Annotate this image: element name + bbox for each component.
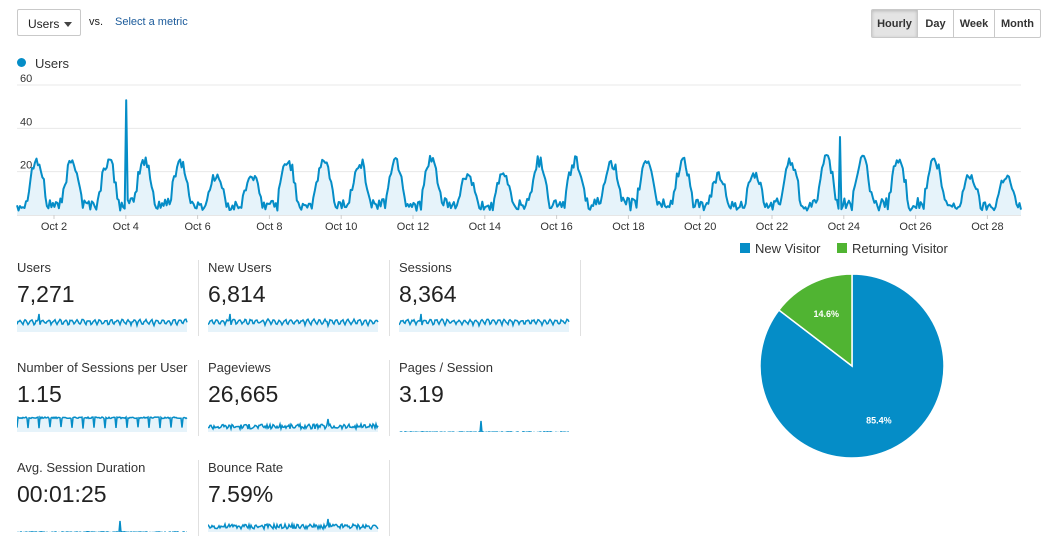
metric-title: Avg. Session Duration	[17, 460, 146, 475]
metric-title: Bounce Rate	[208, 460, 284, 475]
y-tick-label: 20	[20, 160, 32, 172]
card-divider	[389, 460, 390, 536]
x-tick-label: Oct 20	[684, 221, 716, 233]
metric-sparkline	[17, 415, 188, 432]
sparkline-area	[399, 421, 569, 432]
avg-session-duration-metric-card[interactable]: Avg. Session Duration 00:01:25	[17, 460, 189, 536]
metric-value: 26,665	[208, 381, 279, 407]
metric-sparkline	[17, 520, 188, 532]
pageviews-metric-card[interactable]: Pageviews 26,665	[208, 360, 380, 436]
card-divider	[198, 360, 199, 436]
number-of-sessions-per-user-metric-card[interactable]: Number of Sessions per User 1.15	[17, 360, 189, 436]
new-users-metric-card[interactable]: New Users 6,814	[208, 260, 380, 336]
metric-title: Number of Sessions per User	[17, 360, 188, 375]
metric-sparkline	[399, 313, 570, 332]
hourly-button[interactable]: Hourly	[871, 9, 918, 38]
metric-select[interactable]: Users	[17, 9, 81, 36]
sparkline-line	[208, 313, 379, 329]
metric-value: 1.15	[17, 381, 62, 407]
sparkline-line	[208, 518, 379, 532]
visitor-pie-chart: 85.4% 14.6%	[759, 273, 945, 459]
card-divider	[580, 260, 581, 336]
x-tick-label: Oct 28	[971, 221, 1003, 233]
vs-label: vs.	[89, 16, 104, 28]
bounce-rate-metric-card[interactable]: Bounce Rate 7.59%	[208, 460, 380, 536]
card-divider	[389, 360, 390, 436]
metric-title: Pages / Session	[399, 360, 493, 375]
sparkline-area	[17, 417, 187, 432]
new-visitor-legend-swatch	[740, 243, 750, 253]
x-tick-label: Oct 22	[756, 221, 788, 233]
metric-title: Pageviews	[208, 360, 271, 375]
returning-visitor-legend-label: Returning Visitor	[852, 241, 948, 256]
sparkline-line	[17, 520, 188, 532]
metric-sparkline	[208, 313, 379, 332]
sparkline-line	[208, 418, 379, 432]
sparkline-line	[17, 313, 188, 329]
y-tick-label: 60	[20, 73, 32, 85]
metric-sparkline	[208, 418, 379, 432]
users-legend-label: Users	[35, 56, 69, 71]
metric-title: Users	[17, 260, 51, 275]
users-area-fill	[17, 100, 1021, 215]
sparkline-line	[399, 313, 570, 329]
metric-select-value: Users	[28, 17, 60, 31]
x-tick-label: Oct 16	[540, 221, 572, 233]
returning-visitor-legend-swatch	[837, 243, 847, 253]
day-button[interactable]: Day	[917, 9, 954, 38]
metric-title: Sessions	[399, 260, 452, 275]
x-tick-label: Oct 8	[256, 221, 282, 233]
sessions-metric-card[interactable]: Sessions 8,364	[399, 260, 571, 336]
metric-sparkline	[399, 420, 569, 432]
new-visitor-pie-label: 85.4%	[866, 415, 892, 425]
x-tick-label: Oct 14	[469, 221, 501, 233]
metric-value: 6,814	[208, 281, 266, 307]
returning-visitor-pie-label: 14.6%	[814, 309, 840, 319]
x-tick-label: Oct 24	[828, 221, 860, 233]
x-tick-label: Oct 26	[899, 221, 931, 233]
x-tick-label: Oct 2	[41, 221, 67, 233]
sparkline-area	[17, 314, 187, 332]
returning-visitor-pie-slice	[777, 273, 853, 368]
sparkline-area	[17, 521, 187, 532]
x-tick-label: Oct 4	[113, 221, 139, 233]
metric-title: New Users	[208, 260, 272, 275]
x-tick-label: Oct 6	[184, 221, 210, 233]
x-tick-label: Oct 12	[397, 221, 429, 233]
users-metric-card[interactable]: Users 7,271	[17, 260, 189, 336]
metric-value: 3.19	[399, 381, 444, 407]
x-tick-label: Oct 18	[612, 221, 644, 233]
card-divider	[389, 260, 390, 336]
x-tick-label: Oct 10	[325, 221, 357, 233]
metric-sparkline	[208, 518, 379, 532]
users-legend-dot	[17, 58, 26, 67]
sparkline-line	[17, 415, 188, 429]
month-button[interactable]: Month	[994, 9, 1041, 38]
sparkline-area	[208, 314, 378, 332]
pages-session-metric-card[interactable]: Pages / Session 3.19	[399, 360, 571, 436]
sparkline-line	[399, 420, 569, 432]
select-metric-link[interactable]: Select a metric	[115, 16, 188, 28]
card-divider	[198, 260, 199, 336]
metric-value: 7.59%	[208, 481, 274, 507]
users-line-chart: 60 40 20 Oct 2 Oct 4 Oct 6 Oct 8 Oct 10 Oct 12 O…	[16, 73, 1022, 233]
metric-value: 00:01:25	[17, 481, 107, 507]
week-button[interactable]: Week	[953, 9, 995, 38]
y-tick-label: 40	[20, 116, 32, 128]
users-series-line	[16, 99, 1022, 212]
card-divider	[198, 460, 199, 536]
new-visitor-legend-label: New Visitor	[755, 241, 821, 256]
metric-sparkline	[17, 313, 188, 332]
metric-value: 8,364	[399, 281, 457, 307]
metric-value: 7,271	[17, 281, 75, 307]
chevron-down-icon	[64, 22, 72, 27]
